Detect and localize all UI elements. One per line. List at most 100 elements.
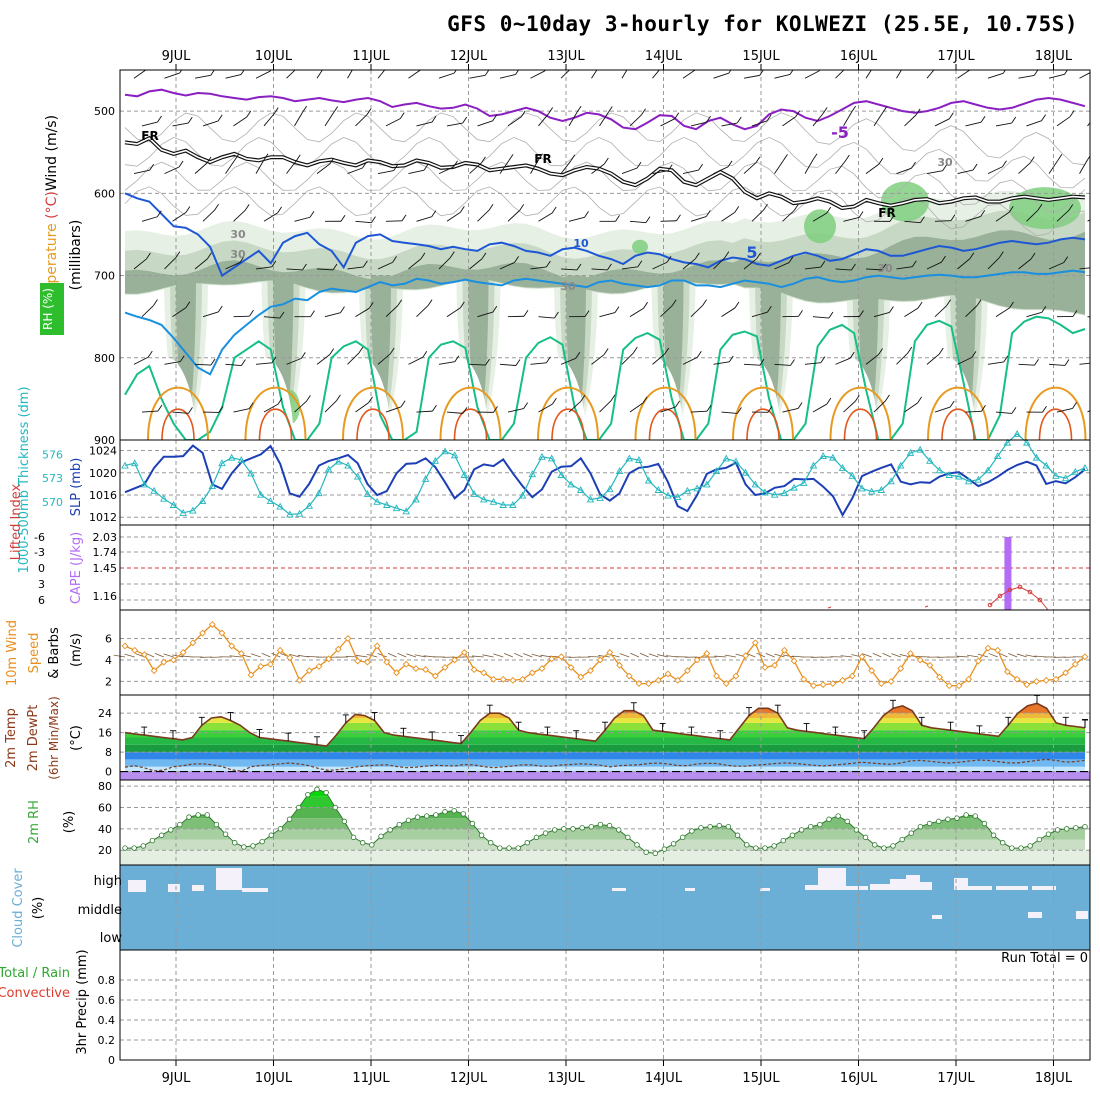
date-tick-label: 12JUL [450,49,488,64]
wind-barb [172,307,187,318]
cloud-gap [968,886,992,890]
rh-marker [680,834,686,841]
thickness-marker [1071,467,1080,475]
wind-barb [172,212,187,222]
rh-marker [698,825,704,831]
wind-speed-marker [131,646,139,654]
wind-speed-marker [121,642,129,650]
cloud-gap [906,875,920,890]
temp-tick: 24 [98,707,112,720]
cloud-gap [685,888,695,891]
slp-tick: 1016 [89,489,117,502]
thickness-marker [421,475,430,482]
wind-barb [141,121,158,127]
date-tick-label: 10JUL [255,49,293,64]
wind-speed-marker [780,646,788,654]
wind-barb [194,258,208,270]
rh-tick: 20 [98,844,112,857]
temp-band [125,766,1085,772]
surface-barb [513,652,523,658]
wind-barb-flag [427,299,433,306]
wind-speed-marker [751,639,759,647]
wind-barb-flag [766,305,772,313]
wind-barb [530,266,547,270]
wind-barb-flag [911,260,917,267]
wind-barb-flag [371,216,376,223]
wind-barb-flag [584,211,589,218]
wind-barb [682,356,698,365]
rh-marker [323,789,329,796]
wind-barb [865,268,883,271]
wind-speed-marker [790,657,798,665]
wind-barb-flag [603,157,609,165]
thickness-marker [673,493,682,501]
dry-cell [237,357,294,440]
upper-air-panel: FR FR FR -5 30 30 30 30 30 10 5 [120,70,1090,440]
wind-speed-marker [703,650,711,657]
temp2m-panel [120,694,1090,780]
wind-barb-flag [671,299,677,306]
rh-marker [442,809,448,815]
rh-marker [1064,826,1070,832]
wind-barb-flag [920,216,925,223]
wind-barb-flag [734,206,740,213]
thickness-marker [150,486,158,494]
isotherm-20c [927,386,989,440]
rh-marker [497,845,503,851]
wind-barb [255,159,265,174]
wind-barb [812,212,827,222]
wind-speed-marker [325,655,333,663]
slp-line [124,444,1086,518]
thickness-marker [431,456,440,464]
rh-marker [542,830,549,836]
wind-barb [347,352,360,365]
wind-barb [347,167,363,175]
wind-barb-flag [302,105,308,113]
cape-li-panel [120,525,1090,611]
wind-speed-marker [1062,669,1070,677]
wind-barb [621,70,628,79]
wind-barb [1048,262,1064,270]
wind-barb-flag [889,306,894,313]
li-tick: 0 [38,562,45,575]
wind-speed-marker [606,648,614,656]
rh-marker [826,816,832,822]
wind-barb [1087,316,1090,318]
wind-barb [560,357,576,365]
wind-barb-flag [614,306,620,313]
wind-tick: 6 [105,632,112,645]
thickness-marker [1042,461,1050,469]
wind-barb [926,353,940,365]
wind-speed-marker [189,639,197,647]
wind-barb-flag [423,163,429,171]
wind-barb [377,261,393,270]
wind-barb-flag [844,154,850,162]
temp-band [125,703,1085,714]
wind-tick: 2 [105,675,112,688]
cape-tick: 2.03 [93,531,118,544]
rh-marker [606,822,613,829]
dry-cell [725,357,781,440]
wind-barb [263,316,280,319]
wind-barb-flag [1034,358,1039,366]
rh-marker [414,814,421,820]
wind-barb [660,220,677,222]
wind-barb [1087,219,1090,222]
wind-speed-marker [373,642,381,650]
surface-barb [289,653,300,658]
thickness-marker [121,461,129,469]
wind-barb [355,220,372,224]
wind-barb-flag [210,358,216,366]
rh-marker [954,815,960,821]
wind-barb [1018,162,1031,174]
wind-barb [751,311,768,318]
wind-barb [751,120,768,127]
rh-contour [124,161,1086,213]
surface-barb [540,654,552,658]
wind-speed-marker [208,621,216,628]
wind-speed-marker [160,658,168,666]
wind-barb-flag [907,346,913,354]
wind-barb [843,400,856,413]
wind-speed-marker [974,657,982,665]
